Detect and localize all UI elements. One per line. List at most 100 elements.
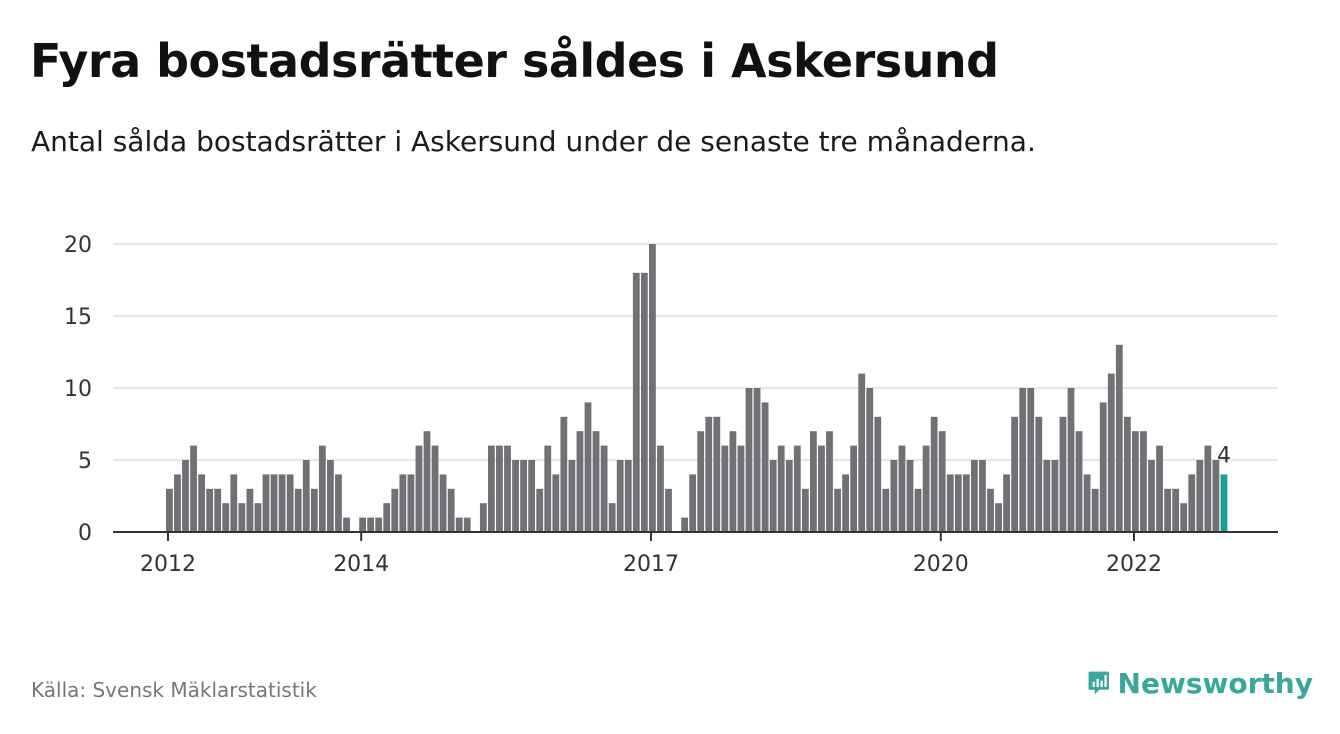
bar	[327, 460, 334, 532]
bar	[922, 445, 930, 532]
bar	[1132, 431, 1139, 532]
bar	[1156, 445, 1163, 532]
bar	[882, 488, 890, 532]
bar	[1212, 460, 1220, 532]
bar	[987, 488, 994, 532]
bar	[592, 431, 600, 532]
bar	[906, 460, 914, 532]
bar	[479, 503, 487, 532]
bar	[657, 445, 664, 532]
bar	[318, 445, 326, 532]
bar	[174, 474, 181, 532]
brand-logo: Newsworthy	[1088, 660, 1313, 706]
bar	[785, 460, 793, 532]
bar	[640, 272, 648, 532]
bar	[1140, 431, 1147, 532]
bar	[826, 431, 833, 532]
bar	[1204, 445, 1212, 532]
bar	[544, 445, 552, 532]
bar	[246, 488, 254, 532]
bar	[954, 474, 962, 532]
bar	[488, 445, 495, 532]
x-tick-label: 2022	[1106, 552, 1162, 577]
bar	[761, 402, 769, 532]
bar	[1059, 416, 1067, 532]
bar	[496, 445, 503, 532]
bar	[632, 272, 640, 532]
bar	[1083, 474, 1091, 532]
bar	[391, 488, 399, 532]
source-note: Källa: Svensk Mäklarstatistik	[31, 678, 317, 702]
bar	[206, 488, 214, 532]
bar	[294, 488, 302, 532]
bar	[834, 488, 841, 532]
bar	[793, 445, 801, 532]
bar	[938, 431, 946, 532]
bar	[463, 517, 471, 532]
bar	[238, 503, 246, 532]
bar	[166, 488, 173, 532]
bar	[504, 445, 511, 532]
bar	[946, 474, 954, 532]
bar	[230, 474, 238, 532]
bar	[367, 517, 375, 532]
bar	[608, 503, 616, 532]
bar	[1188, 474, 1196, 532]
data-labels: 4	[1217, 443, 1231, 468]
bar	[439, 474, 447, 532]
bar	[681, 517, 688, 532]
bar	[1172, 488, 1180, 532]
bar	[890, 460, 898, 532]
bar	[198, 474, 205, 532]
bar	[624, 460, 632, 532]
bar	[1107, 373, 1115, 532]
chart-title: Fyra bostadsrätter såldes i Askersund	[30, 34, 999, 88]
bar	[278, 474, 286, 532]
bar	[254, 503, 262, 532]
y-axis: 0 5 10 15 20	[64, 233, 92, 546]
bar	[431, 445, 439, 532]
bar	[399, 474, 407, 532]
brand-name: Newsworthy	[1117, 666, 1313, 700]
bar	[302, 460, 310, 532]
bar	[560, 416, 568, 532]
bar	[649, 244, 656, 532]
bar	[769, 460, 777, 532]
bar	[689, 474, 697, 532]
bar	[600, 445, 608, 532]
bar	[705, 416, 713, 532]
bar	[552, 474, 560, 532]
bar	[729, 431, 737, 532]
highlight-data-label: 4	[1217, 443, 1231, 468]
bar	[270, 474, 278, 532]
bar	[182, 460, 189, 532]
bar	[713, 416, 721, 532]
bar	[842, 474, 849, 532]
bar	[359, 517, 366, 532]
bar-series	[166, 244, 1228, 532]
y-tick-label: 20	[64, 233, 92, 258]
bar	[801, 488, 809, 532]
bar	[1091, 488, 1099, 532]
bar	[753, 388, 761, 532]
bar	[455, 517, 463, 532]
bar	[335, 474, 342, 532]
bar	[898, 445, 906, 532]
bar	[810, 431, 817, 532]
bar	[375, 517, 383, 532]
bar	[262, 474, 270, 532]
bar	[1164, 488, 1171, 532]
bar	[1220, 474, 1228, 532]
bar	[1115, 344, 1123, 532]
bar	[407, 474, 415, 532]
bar	[721, 445, 729, 532]
bar	[850, 445, 858, 532]
bar	[979, 460, 986, 532]
bar	[1035, 416, 1043, 532]
bar	[697, 431, 705, 532]
y-tick-label: 0	[78, 521, 92, 546]
bar	[1099, 402, 1107, 532]
y-tick-label: 5	[78, 449, 92, 474]
y-tick-label: 15	[64, 305, 92, 330]
